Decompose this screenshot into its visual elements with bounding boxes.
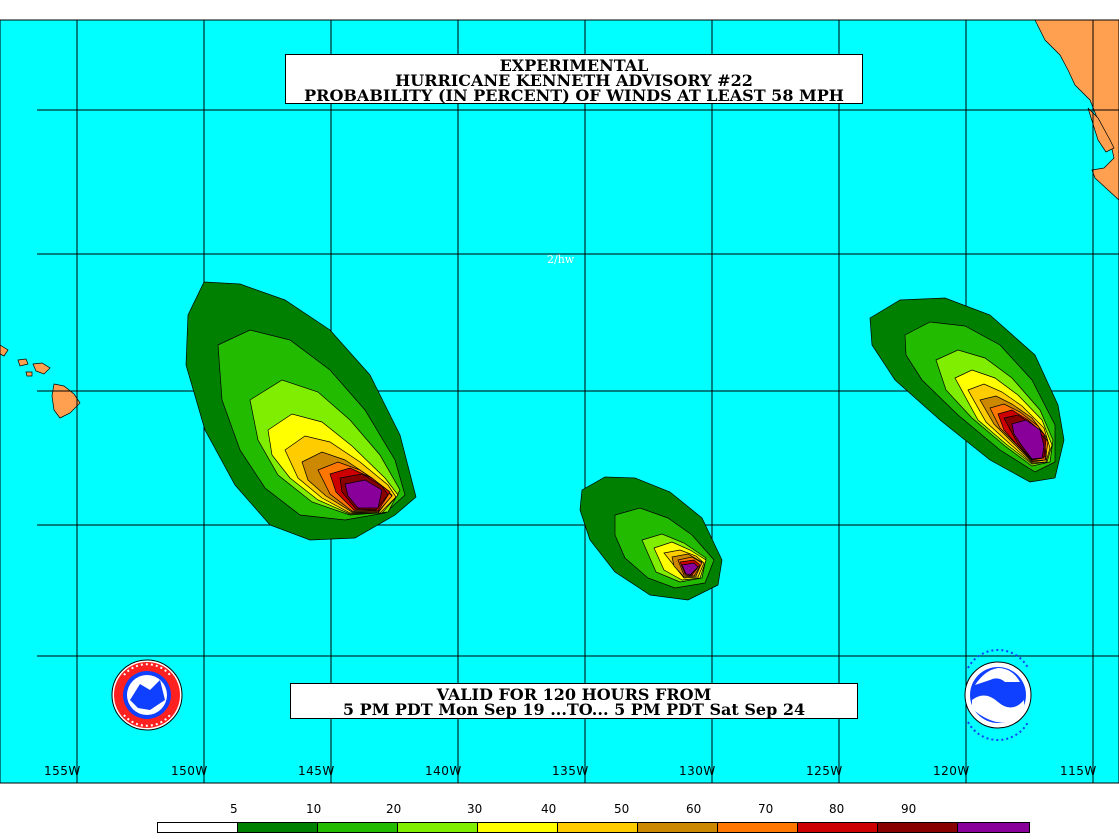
- legend-swatch: [318, 823, 398, 832]
- map-title-box: EXPERIMENTAL HURRICANE KENNETH ADVISORY …: [285, 54, 863, 104]
- lon-label-155w: 155W: [44, 764, 81, 778]
- lon-label-115w: 115W: [1060, 764, 1097, 778]
- north-america-land: [1034, 19, 1119, 201]
- legend-label-10: 10: [306, 802, 322, 816]
- analyst-tag: 2/hw: [547, 253, 575, 266]
- title-line-2: HURRICANE KENNETH ADVISORY #22: [395, 71, 753, 90]
- legend-swatch: [878, 823, 958, 832]
- legend-label-5: 5: [230, 802, 238, 816]
- legend-label-80: 80: [829, 802, 845, 816]
- legend-label-50: 50: [614, 802, 630, 816]
- legend-label-20: 20: [386, 802, 402, 816]
- legend-swatch: [718, 823, 798, 832]
- lon-label-135w: 135W: [552, 764, 589, 778]
- nws-logo: [111, 659, 183, 731]
- legend-label-60: 60: [686, 802, 702, 816]
- legend-swatch: [238, 823, 318, 832]
- legend-swatch: [798, 823, 878, 832]
- legend-label-70: 70: [758, 802, 774, 816]
- noaa-logo: [964, 649, 1032, 741]
- legend-swatch: [958, 823, 1029, 832]
- valid-line-1: VALID FOR 120 HOURS FROM: [436, 685, 712, 704]
- legend-swatch: [398, 823, 478, 832]
- map-frame: [0, 19, 1119, 784]
- probability-swath-west: [185, 281, 417, 541]
- valid-period-box: VALID FOR 120 HOURS FROM 5 PM PDT Mon Se…: [290, 683, 858, 719]
- valid-line-2: 5 PM PDT Mon Sep 19 ...TO... 5 PM PDT Sa…: [342, 700, 806, 719]
- color-legend-bar: [157, 822, 1030, 833]
- title-line-1: EXPERIMENTAL: [499, 56, 649, 75]
- legend-swatch: [638, 823, 718, 832]
- lon-label-120w: 120W: [933, 764, 970, 778]
- legend-swatch: [158, 823, 238, 832]
- legend-swatch: [558, 823, 638, 832]
- legend-label-30: 30: [467, 802, 483, 816]
- probability-swath-east: [869, 297, 1065, 483]
- lon-label-145w: 145W: [298, 764, 335, 778]
- probability-swath-center: [579, 476, 723, 601]
- lon-label-150w: 150W: [171, 764, 208, 778]
- lon-label-125w: 125W: [806, 764, 843, 778]
- lon-label-130w: 130W: [679, 764, 716, 778]
- legend-label-40: 40: [541, 802, 557, 816]
- legend-label-90: 90: [901, 802, 917, 816]
- title-line-3: PROBABILITY (IN PERCENT) OF WINDS AT LEA…: [304, 86, 844, 105]
- lon-label-140w: 140W: [425, 764, 462, 778]
- hawaii-islands: [0, 344, 81, 419]
- legend-swatch: [478, 823, 558, 832]
